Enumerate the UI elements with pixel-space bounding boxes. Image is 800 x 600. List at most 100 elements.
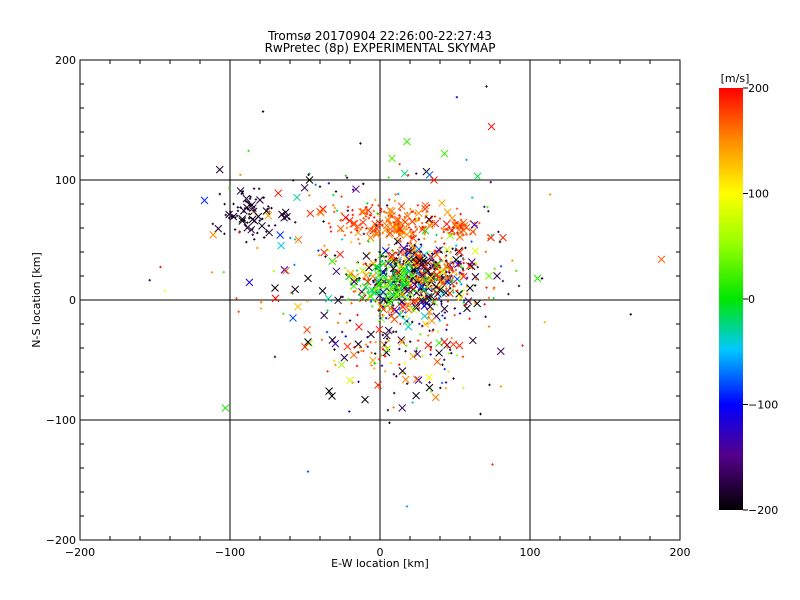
- data-point: [271, 284, 279, 292]
- data-point: [428, 381, 431, 384]
- data-point: [353, 222, 362, 231]
- data-point: [364, 206, 373, 215]
- data-point: [358, 207, 366, 216]
- data-point: [459, 212, 462, 216]
- data-point: [464, 297, 473, 305]
- data-point: [384, 341, 387, 344]
- data-point: [387, 243, 390, 247]
- data-point: [460, 272, 463, 275]
- data-point: [405, 253, 408, 257]
- data-point: [393, 264, 396, 267]
- data-point: [404, 311, 407, 314]
- data-point: [317, 254, 321, 257]
- data-point: [366, 212, 369, 216]
- data-point: [352, 290, 356, 293]
- data-point: [362, 182, 365, 186]
- data-point: [381, 223, 384, 227]
- data-point: [356, 313, 359, 317]
- data-point: [400, 295, 403, 299]
- data-point: [393, 277, 396, 281]
- data-point: [440, 236, 443, 240]
- data-point: [262, 236, 266, 239]
- data-point: [442, 220, 451, 228]
- data-point: [360, 226, 364, 229]
- data-point: [414, 212, 417, 215]
- data-point: [448, 348, 452, 352]
- data-point: [445, 289, 454, 298]
- data-point: [362, 349, 365, 353]
- data-point: [243, 207, 247, 210]
- data-point: [333, 206, 337, 210]
- data-point: [413, 350, 422, 358]
- data-point: [318, 287, 327, 295]
- data-point: [431, 219, 440, 228]
- data-point: [379, 207, 383, 211]
- data-point: [429, 390, 433, 393]
- data-point: [418, 284, 421, 287]
- data-point: [399, 208, 402, 212]
- grid-lines: [80, 60, 680, 540]
- data-point: [468, 258, 476, 266]
- data-point: [400, 266, 409, 275]
- data-point: [341, 295, 344, 299]
- data-point: [421, 225, 425, 229]
- data-point: [276, 231, 285, 239]
- data-point: [521, 344, 524, 347]
- data-point: [354, 228, 362, 237]
- data-point: [431, 300, 435, 304]
- data-point: [405, 227, 408, 231]
- data-point: [393, 280, 396, 283]
- data-point: [367, 240, 370, 243]
- data-point: [430, 285, 433, 288]
- data-point: [452, 226, 455, 230]
- data-point: [455, 290, 464, 298]
- data-point: [403, 230, 411, 239]
- data-point: [210, 271, 214, 274]
- data-point: [345, 216, 354, 225]
- data-point: [398, 303, 407, 311]
- data-point: [387, 266, 391, 269]
- data-point: [403, 212, 412, 220]
- data-point: [361, 283, 370, 291]
- data-point: [265, 230, 268, 233]
- data-point: [369, 356, 377, 365]
- data-point: [293, 263, 296, 267]
- data-point: [487, 296, 491, 300]
- data-point: [428, 303, 431, 306]
- data-point: [384, 211, 388, 214]
- data-point: [476, 265, 479, 269]
- data-point: [328, 257, 337, 266]
- data-point: [357, 293, 366, 302]
- data-point: [496, 347, 505, 356]
- data-point: [301, 343, 309, 351]
- data-point: [471, 272, 480, 281]
- data-point: [415, 281, 418, 284]
- data-point: [244, 199, 248, 203]
- data-point: [318, 185, 322, 188]
- data-point: [439, 272, 443, 275]
- data-point: [487, 237, 490, 240]
- data-point: [224, 213, 227, 217]
- data-point: [369, 272, 373, 275]
- data-point: [452, 285, 455, 288]
- data-point: [459, 275, 462, 278]
- x-tick-label: 200: [670, 546, 691, 559]
- data-point: [414, 209, 423, 217]
- data-point: [416, 204, 420, 207]
- data-point: [397, 298, 406, 306]
- data-point: [406, 298, 409, 301]
- data-point: [374, 229, 377, 233]
- data-point: [397, 202, 406, 211]
- data-point: [404, 286, 413, 294]
- data-point: [372, 298, 375, 302]
- data-point: [427, 292, 430, 296]
- data-point: [362, 291, 366, 295]
- data-point: [404, 349, 407, 353]
- data-point: [446, 300, 450, 303]
- data-point: [329, 225, 332, 229]
- data-point: [418, 322, 421, 326]
- colorbar: [719, 88, 743, 510]
- data-point: [348, 319, 352, 322]
- data-point: [378, 358, 381, 361]
- data-point: [334, 296, 343, 305]
